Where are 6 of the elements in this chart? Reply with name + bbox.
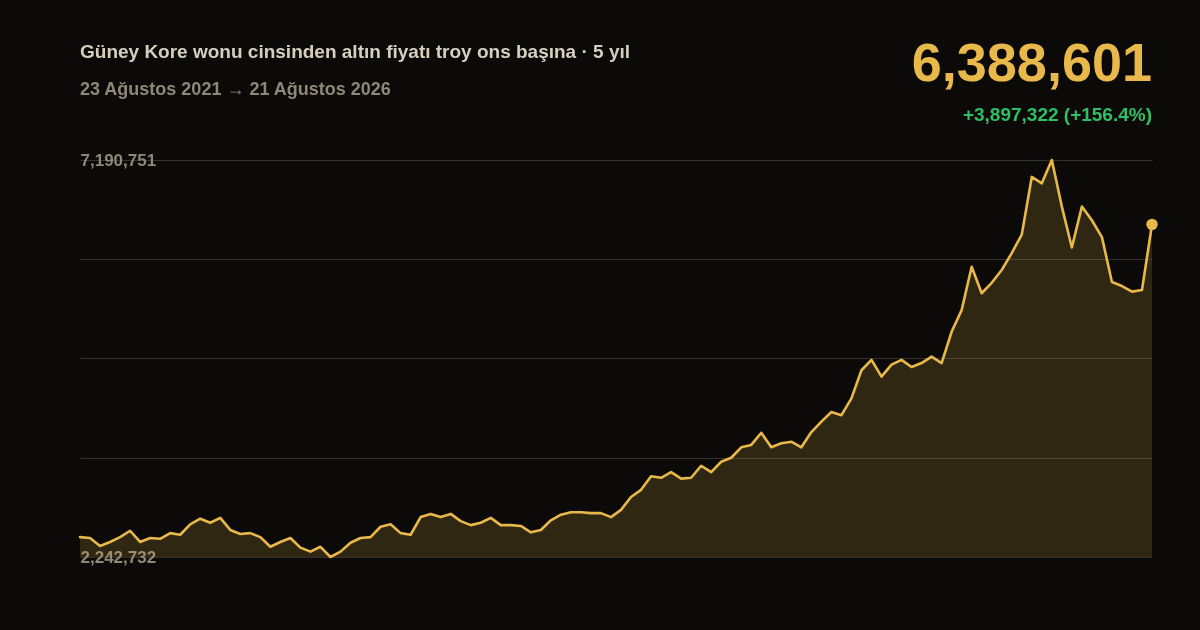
chart-subtitle: 23 Ağustos 2021 → 21 Ağustos 2026 [80,79,391,99]
text: +3,897,322 (+156.4%) [962,104,1152,125]
chart-title: Güney Kore wonu cinsinden altın fiyatı troy ons başına · 5 yıl [80,41,631,62]
text: 6,388,601 [911,32,1152,92]
y-tick-label: 7,190,751 [80,150,157,170]
y-tick-label: 2,242,732 [80,547,157,567]
